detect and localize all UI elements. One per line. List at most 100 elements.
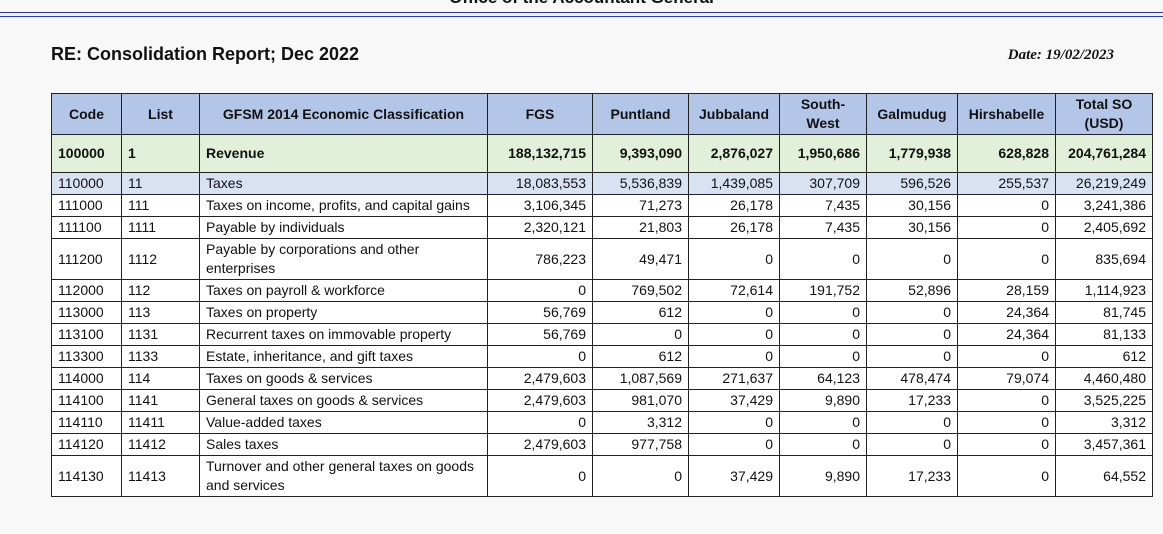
table-cell: 2,876,027 — [688, 134, 780, 173]
table-cell: 37,429 — [688, 389, 780, 412]
table-cell: 71,273 — [592, 194, 689, 217]
table-cell: 188,132,715 — [487, 134, 593, 173]
table-cell: 0 — [779, 345, 867, 368]
column-header: Jubbaland — [688, 93, 780, 135]
column-header: Code — [51, 93, 122, 135]
table-cell: 0 — [957, 389, 1056, 412]
table-cell: 0 — [779, 433, 867, 456]
table-cell: 0 — [779, 411, 867, 434]
table-cell: 981,070 — [592, 389, 689, 412]
table-cell: Turnover and other general taxes on good… — [199, 455, 488, 497]
table-cell: 5,536,839 — [592, 172, 689, 195]
table-cell: 111 — [121, 194, 200, 217]
table-cell: 0 — [688, 323, 780, 346]
table-cell: 1,439,085 — [688, 172, 780, 195]
table-cell: 3,312 — [592, 411, 689, 434]
table-cell: Estate, inheritance, and gift taxes — [199, 345, 488, 368]
table-cell: 114 — [121, 367, 200, 390]
table-row: 112000 112 Taxes on payroll & workforce 0 76… — [51, 279, 1153, 302]
table-cell: 113000 — [51, 301, 122, 324]
table-row: 100000 1 Revenue 188,132,715 9,393,090 2,876,… — [51, 134, 1153, 173]
table-cell: 0 — [487, 279, 593, 302]
table-row: 111000 111 Taxes on income, profits, and c… — [51, 194, 1153, 217]
table-cell: 0 — [487, 345, 593, 368]
table-cell: 81,745 — [1055, 301, 1153, 324]
table-cell: 110000 — [51, 172, 122, 195]
table-cell: Recurrent taxes on immovable property — [199, 323, 488, 346]
table-cell: 612 — [1055, 345, 1153, 368]
table-cell: 1,114,923 — [1055, 279, 1153, 302]
table-cell: 0 — [688, 433, 780, 456]
table-cell: 0 — [866, 433, 958, 456]
column-header: Galmudug — [866, 93, 958, 135]
table-cell: 111100 — [51, 216, 122, 239]
report-date: Date: 19/02/2023 — [1007, 47, 1114, 63]
table-body: 100000 1 Revenue 188,132,715 9,393,090 2,876,… — [51, 134, 1153, 497]
table-row: 111200 1112 Payable by corporations and ot… — [51, 238, 1153, 280]
table-cell: 786,223 — [487, 238, 593, 280]
table-cell: 1,779,938 — [866, 134, 958, 173]
table-cell: 191,752 — [779, 279, 867, 302]
table-cell: 3,106,345 — [487, 194, 593, 217]
table-cell: 3,457,361 — [1055, 433, 1153, 456]
table-cell: 835,694 — [1055, 238, 1153, 280]
table-cell: 114120 — [51, 433, 122, 456]
table-cell: 0 — [688, 301, 780, 324]
table-cell: 612 — [592, 345, 689, 368]
table-cell: 7,435 — [779, 194, 867, 217]
table-cell: 100000 — [51, 134, 122, 173]
table-cell: 2,479,603 — [487, 389, 593, 412]
table-cell: 113 — [121, 301, 200, 324]
table-cell: 24,364 — [957, 323, 1056, 346]
consolidation-table: Code List GFSM 2014 Economic Classificatio… — [51, 93, 1153, 497]
table-row: 110000 11 Taxes 18,083,553 5,536,839 1,439,08… — [51, 172, 1153, 195]
table-cell: 4,460,480 — [1055, 367, 1153, 390]
table-cell: 111000 — [51, 194, 122, 217]
table-cell: 52,896 — [866, 279, 958, 302]
table-cell: 21,803 — [592, 216, 689, 239]
table-cell: 0 — [688, 411, 780, 434]
column-header: South-West — [779, 93, 867, 135]
table-cell: 113100 — [51, 323, 122, 346]
table-row: 114120 11412 Sales taxes 2,479,603 977,758 0 0… — [51, 433, 1153, 456]
column-header: Hirshabelle — [957, 93, 1056, 135]
column-header: GFSM 2014 Economic Classification — [199, 93, 488, 135]
table-cell: 114100 — [51, 389, 122, 412]
table-cell: 2,479,603 — [487, 367, 593, 390]
table-cell: 18,083,553 — [487, 172, 593, 195]
table-cell: 0 — [779, 323, 867, 346]
table-cell: 977,758 — [592, 433, 689, 456]
table-cell: 1141 — [121, 389, 200, 412]
table-cell: 1112 — [121, 238, 200, 280]
table-cell: 3,241,386 — [1055, 194, 1153, 217]
table-cell: 1 — [121, 134, 200, 173]
table-cell: 0 — [957, 433, 1056, 456]
table-cell: 114130 — [51, 455, 122, 497]
table-cell: 0 — [779, 301, 867, 324]
table-cell: 0 — [866, 301, 958, 324]
table-cell: 56,769 — [487, 323, 593, 346]
table-cell: 769,502 — [592, 279, 689, 302]
table-cell: 81,133 — [1055, 323, 1153, 346]
table-cell: 49,471 — [592, 238, 689, 280]
table-cell: 628,828 — [957, 134, 1056, 173]
table-cell: 112000 — [51, 279, 122, 302]
table-cell: 9,393,090 — [592, 134, 689, 173]
table-cell: 478,474 — [866, 367, 958, 390]
table-cell: 0 — [688, 238, 780, 280]
table-cell: 204,761,284 — [1055, 134, 1153, 173]
table-cell: Taxes on payroll & workforce — [199, 279, 488, 302]
header-rule — [0, 12, 1163, 17]
table-cell: 114000 — [51, 367, 122, 390]
table-cell: Taxes — [199, 172, 488, 195]
table-cell: 7,435 — [779, 216, 867, 239]
table-cell: 11 — [121, 172, 200, 195]
table-cell: 255,537 — [957, 172, 1056, 195]
table-cell: 79,074 — [957, 367, 1056, 390]
table-cell: Payable by individuals — [199, 216, 488, 239]
table-cell: 30,156 — [866, 216, 958, 239]
table-cell: 56,769 — [487, 301, 593, 324]
table-row: 114130 11413 Turnover and other general ta… — [51, 455, 1153, 497]
table-row: 113300 1133 Estate, inheritance, and gift … — [51, 345, 1153, 368]
table-cell: 114110 — [51, 411, 122, 434]
